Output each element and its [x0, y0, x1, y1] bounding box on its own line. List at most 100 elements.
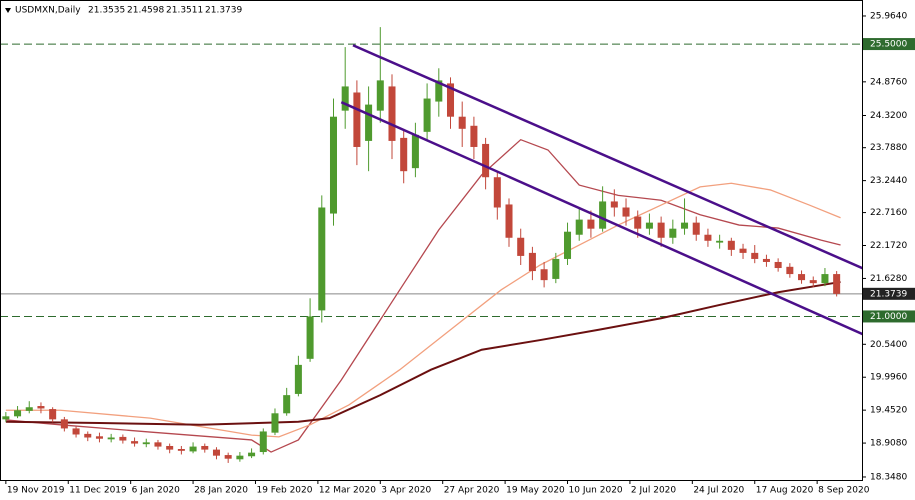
candle-body: [341, 86, 349, 111]
candle-body: [95, 436, 103, 439]
candle-body: [821, 274, 829, 284]
trendline: [352, 44, 862, 270]
candle-body: [107, 437, 115, 440]
candle-body: [552, 258, 560, 279]
level-label: 25.5000: [870, 40, 907, 50]
candle-body: [400, 137, 408, 172]
y-tick-label: 18.9080: [870, 439, 907, 449]
candle-body: [201, 445, 209, 450]
candle-body: [294, 364, 302, 394]
candle-body: [528, 252, 536, 272]
y-tick-label: 20.5400: [870, 340, 907, 350]
axes: 25.9640 24.8760 24.3200 23.7880 23.2440 22.71…: [5, 11, 915, 496]
candle-body: [365, 104, 373, 141]
moving-average: [5, 280, 841, 426]
candle-body: [517, 237, 525, 256]
x-tick-label: 10 Jun 2020: [569, 486, 623, 496]
candle-body: [505, 204, 513, 238]
candle-body: [564, 231, 572, 259]
candle-body: [493, 177, 501, 208]
candle-body: [236, 455, 244, 460]
candle-body: [14, 410, 22, 417]
candle-body: [166, 445, 174, 450]
x-tick-label: 2 Jul 2020: [631, 486, 676, 496]
x-tick-label: 19 Feb 2020: [256, 486, 312, 496]
x-tick-label: 19 May 2020: [506, 486, 565, 496]
moving-average: [5, 138, 841, 453]
x-tick-label: 19 Nov 2019: [7, 486, 65, 496]
candle-body: [84, 433, 92, 438]
candle-body: [189, 446, 197, 452]
candle-body: [739, 248, 747, 253]
y-tick-label: 21.6280: [870, 274, 907, 284]
candle-body: [809, 280, 817, 284]
candle-body: [353, 92, 361, 147]
candle-body: [692, 222, 700, 235]
x-tick-label: 11 Dec 2019: [69, 486, 127, 496]
trendline: [340, 101, 862, 336]
candle-body: [142, 442, 150, 445]
y-tick-label: 24.8760: [870, 77, 907, 87]
candle-body: [318, 207, 326, 311]
x-tick-label: 24 Jul 2020: [693, 486, 744, 496]
candle-body: [751, 252, 759, 259]
candle-body: [271, 413, 279, 433]
header-open: 21.3535: [88, 6, 125, 16]
candle-body: [388, 86, 396, 141]
candle-body: [599, 201, 607, 229]
candle-body: [37, 406, 45, 409]
plot-area: [1, 27, 862, 463]
candle-body: [458, 116, 466, 129]
candle-body: [704, 234, 712, 241]
candle-body: [774, 261, 782, 269]
candle-body: [622, 207, 630, 217]
y-tick-label: 22.7160: [870, 208, 907, 218]
candle-body: [259, 431, 267, 453]
candle-body: [49, 409, 57, 420]
y-tick-label: 19.4520: [870, 406, 907, 416]
y-tick-label: 23.7880: [870, 143, 907, 153]
candle-body: [786, 266, 794, 275]
header-close: 21.3739: [205, 6, 242, 16]
x-tick-label: 27 Apr 2020: [444, 486, 500, 496]
candle-body: [25, 407, 33, 411]
header-high: 21.4598: [127, 6, 164, 16]
y-tick-label: 23.2440: [870, 176, 907, 186]
candle-body: [376, 80, 384, 111]
candle-body: [587, 219, 595, 229]
candle-body: [716, 240, 724, 243]
y-tick-label: 18.3480: [870, 472, 907, 482]
x-tick-label: 12 Mar 2020: [319, 486, 376, 496]
menu-arrow[interactable]: [5, 8, 11, 13]
candle-body: [411, 134, 419, 169]
candle-body: [119, 436, 127, 441]
candle-body: [2, 416, 10, 420]
candle-body: [283, 395, 291, 414]
candle-body: [798, 274, 806, 281]
x-tick-label: 17 Aug 2020: [756, 486, 814, 496]
x-tick-label: 6 Jan 2020: [132, 486, 180, 496]
level-label-bg: [863, 38, 915, 51]
candle-body: [131, 441, 139, 444]
x-tick-label: 3 Apr 2020: [381, 486, 431, 496]
candle-body: [72, 428, 80, 435]
x-tick-label: 8 Sep 2020: [818, 486, 870, 496]
chart-title: USDMXN,Daily: [15, 6, 81, 16]
candle-body: [833, 274, 841, 294]
candle-body: [212, 449, 220, 456]
candle-body: [177, 449, 185, 451]
price-label: 21.3739: [870, 289, 907, 299]
x-tick-label: 28 Jan 2020: [194, 486, 248, 496]
y-tick-label: 24.3200: [870, 111, 907, 121]
y-tick-label: 19.9960: [870, 373, 907, 383]
moving-average: [5, 182, 841, 438]
price-label-bg: [863, 287, 915, 300]
header-low: 21.3511: [166, 6, 203, 16]
candle-body: [435, 80, 443, 102]
candle-body: [657, 222, 665, 238]
candle-body: [470, 125, 478, 147]
candle-body: [248, 452, 256, 457]
candle-body: [634, 216, 642, 229]
candle-body: [60, 419, 68, 429]
